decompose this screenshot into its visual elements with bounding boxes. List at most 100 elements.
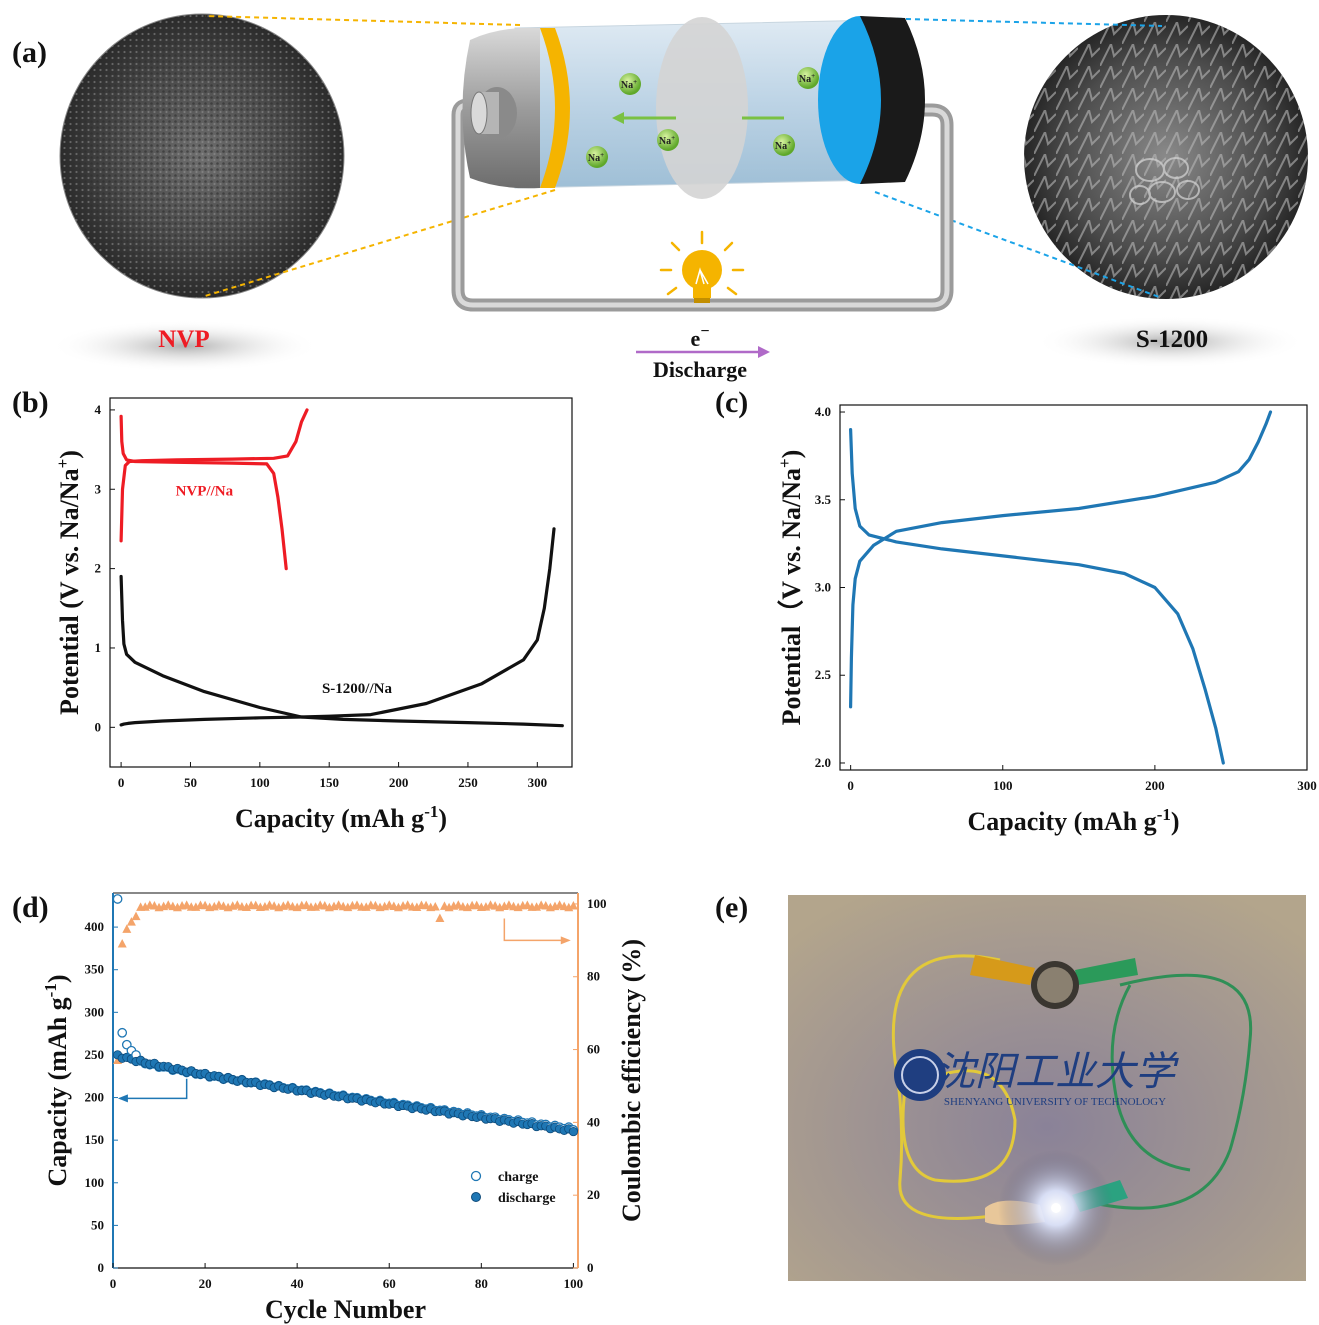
x-tick-label: 150 (319, 775, 339, 790)
discharge-label: Discharge (653, 357, 747, 382)
y2-tick-label: 100 (587, 896, 607, 911)
x-tick-label: 300 (1297, 778, 1317, 793)
x-tick-label: 200 (1145, 778, 1165, 793)
x-tick-label: 200 (389, 775, 409, 790)
charge-point (117, 1027, 128, 1038)
annotation-s1200: S-1200//Na (322, 681, 393, 697)
y2-tick-label: 80 (587, 969, 600, 984)
panel-label-d: (d) (12, 891, 49, 924)
x-tick-label: 0 (847, 778, 854, 793)
y-tick-label: 3.5 (815, 492, 832, 507)
panel-a: (a) NVP S-1200 (12, 13, 1308, 382)
battery-cell: Na+ Na+ Na+ Na+ Na+ (462, 16, 925, 199)
chart-d: 0 20 40 60 80 1000501001502002503003504000204… (41, 892, 646, 1324)
series-line-1 (849, 428, 1225, 765)
y-tick-label: 350 (85, 962, 105, 977)
series-line-2 (119, 527, 556, 727)
x-axis-label: Capacity (mAh g-1) (967, 805, 1179, 836)
capacity-axis-arrowhead (117, 1094, 128, 1103)
y-tick-label: 4 (95, 402, 102, 417)
chart-c: 0 100 200 300 2.0 2.5 3.0 3.5 4.0 Capacity (mAh g… (775, 404, 1317, 836)
series-line-3 (119, 574, 564, 728)
panel-label-a: (a) (12, 36, 47, 69)
y-tick-label: 4.0 (815, 404, 831, 419)
plot-frame (109, 397, 573, 768)
device-photo: 沈阳工业大学 SHENYANG UNIVERSITY OF TECHNOLOGY (788, 895, 1306, 1281)
efficiency-point (126, 917, 136, 926)
svg-text:Na+: Na+ (621, 78, 637, 91)
panel-label-c: (c) (715, 386, 748, 419)
y-tick-label: 50 (91, 1217, 104, 1232)
logo-english-text: SHENYANG UNIVERSITY OF TECHNOLOGY (944, 1096, 1166, 1108)
electron-label: e− (691, 323, 710, 351)
charge-point (112, 894, 123, 904)
y2-tick-label: 0 (587, 1260, 594, 1275)
efficiency-point (122, 924, 132, 933)
y-axis-label: Capacity (mAh g-1) (41, 974, 72, 1186)
y2-tick-label: 60 (587, 1042, 600, 1057)
ion-flow-arrows (612, 112, 784, 124)
y-tick-label: 3.0 (815, 580, 831, 595)
y-tick-label: 1 (95, 640, 102, 655)
light-bulb-icon (659, 230, 745, 303)
panel-d: (d) 0 20 40 60 80 100050100150200250300350400… (12, 891, 646, 1324)
y-tick-label: 3 (95, 481, 102, 496)
efficiency-point (131, 911, 141, 921)
plot-frame (839, 404, 1308, 771)
x-tick-label: 300 (528, 775, 548, 790)
s1200-label: S-1200 (1136, 326, 1208, 353)
x-tick-label: 100 (993, 778, 1013, 793)
na-ions: Na+ Na+ Na+ Na+ Na+ (586, 67, 819, 168)
x-tick-label: 40 (291, 1276, 304, 1291)
panel-e: (e) 沈阳工业大学 SHENYANG UNIVERSITY OF TECHNO… (715, 891, 1306, 1281)
y-tick-label: 250 (85, 1047, 105, 1062)
efficiency-point (435, 913, 445, 922)
svg-text:Na+: Na+ (588, 151, 604, 164)
x-tick-label: 250 (458, 775, 478, 790)
nvp-sem-image (59, 13, 345, 299)
y-tick-label: 2.0 (815, 755, 831, 770)
y-tick-label: 100 (85, 1175, 105, 1190)
x-tick-label: 100 (564, 1276, 584, 1291)
logo-chinese-text: 沈阳工业大学 (935, 1049, 1179, 1095)
chart-b: 0 50 100 150 200 250 300 0 1 2 3 4 Capacity (mAh g-1… (53, 397, 573, 833)
panel-label-b: (b) (12, 386, 49, 419)
panel-c: (c) 0 100 200 300 2.0 2.5 3.0 3.5 4.0 Capacity (m… (715, 386, 1317, 836)
efficiency-point (430, 901, 440, 911)
x-tick-label: 0 (118, 775, 125, 790)
y-tick-label: 2 (95, 561, 102, 576)
y-axis-label: Potential（V vs. Na/Na+) (775, 450, 806, 726)
legend-charge-label: charge (498, 1170, 538, 1185)
annotation-nvp: NVP//Na (176, 483, 234, 499)
y-tick-label: 150 (85, 1132, 105, 1147)
leader-lines (204, 15, 1163, 299)
x-tick-label: 20 (199, 1276, 212, 1291)
university-logo: 沈阳工业大学 SHENYANG UNIVERSITY OF TECHNOLOGY (894, 1049, 1179, 1108)
x-tick-label: 100 (250, 775, 270, 790)
y-tick-label: 400 (85, 919, 105, 934)
y-axis-label: Potential (V vs. Na/Na+) (53, 450, 84, 715)
y2-tick-label: 20 (587, 1187, 600, 1202)
series-line-0 (849, 410, 1273, 709)
y-tick-label: 200 (85, 1090, 105, 1105)
svg-text:Na+: Na+ (775, 139, 791, 152)
efficiency-point (568, 901, 578, 910)
series-line-1 (119, 414, 288, 571)
x-tick-label: 50 (184, 775, 197, 790)
y-tick-label: 2.5 (815, 667, 832, 682)
x-tick-label: 0 (110, 1276, 117, 1291)
x-tick-label: 60 (383, 1276, 396, 1291)
y2-tick-label: 40 (587, 1114, 600, 1129)
legend-charge-marker (470, 1170, 482, 1182)
legend-discharge-marker (471, 1192, 481, 1202)
s1200-sem-image (1024, 15, 1308, 299)
x-axis-label: Capacity (mAh g-1) (235, 802, 447, 833)
y-tick-label: 0 (98, 1260, 105, 1275)
x-tick-label: 80 (475, 1276, 488, 1291)
efficiency-axis-arrow (503, 918, 569, 942)
efficiency-point (117, 938, 127, 948)
y-tick-label: 0 (95, 719, 102, 734)
cathode-cap (540, 28, 570, 188)
efficiency-axis-arrowhead (560, 936, 571, 945)
x-axis-label: Cycle Number (265, 1295, 426, 1324)
